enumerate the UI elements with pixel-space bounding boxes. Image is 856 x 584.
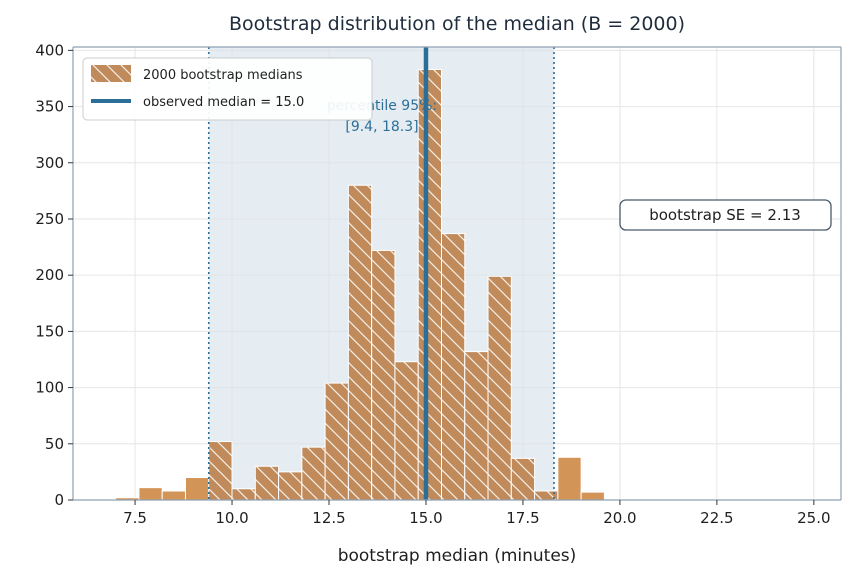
x-tick-label-6: 22.5 (700, 509, 733, 527)
histogram-bar-hatch-5 (232, 488, 256, 500)
chart-title: Bootstrap distribution of the median (B … (229, 13, 685, 35)
histogram-bar-hatch-17 (511, 458, 535, 500)
x-tick-label-1: 10.0 (215, 509, 248, 527)
histogram-bar-2 (161, 490, 186, 500)
histogram-bar-hatch-15 (464, 351, 489, 500)
legend-swatch-hatch (91, 65, 131, 82)
y-tick-label-3: 150 (35, 322, 64, 340)
x-axis-label: bootstrap median (minutes) (338, 546, 577, 566)
histogram-bar-hatch-10 (348, 185, 372, 500)
y-tick-label-2: 100 (35, 379, 64, 397)
x-tick-label-2: 12.5 (312, 509, 345, 527)
histogram-bar-hatch-6 (255, 466, 279, 500)
y-tick-label-0: 0 (54, 491, 64, 509)
histogram-bar-3 (184, 477, 210, 500)
legend-label-bars: 2000 bootstrap medians (143, 68, 303, 83)
y-tick-label-6: 300 (35, 154, 64, 172)
x-tick-label-0: 7.5 (123, 509, 147, 527)
x-tick-label-3: 15.0 (409, 509, 442, 527)
y-tick-label-7: 350 (35, 98, 64, 116)
histogram-bar-1 (138, 487, 163, 500)
legend-label-median: observed median = 15.0 (143, 95, 304, 110)
se-annotation-text: bootstrap SE = 2.13 (649, 206, 801, 224)
tick-labels: 7.5 10.0 12.5 15.0 17.5 20.0 22.5 25.0 0 50 100 150… (35, 41, 830, 527)
histogram-bar-20 (580, 491, 605, 500)
se-annotation: bootstrap SE = 2.13 (619, 199, 832, 231)
histogram-bar-hatch-4 (208, 441, 233, 500)
histogram-bar-hatch-13 (418, 69, 442, 500)
y-tick-label-1: 50 (45, 435, 64, 453)
histogram-bar-19 (557, 456, 582, 500)
y-tick-label-5: 250 (35, 210, 64, 228)
se-annotation-box (619, 199, 832, 231)
x-tick-label-4: 17.5 (506, 509, 539, 527)
x-tick-label-7: 25.0 (797, 509, 830, 527)
y-tick-label-8: 400 (35, 41, 64, 59)
histogram-bar-hatch-14 (441, 233, 465, 500)
histogram-bar-hatch-12 (394, 361, 419, 500)
legend-box (82, 57, 373, 121)
legend: 2000 bootstrap medians observed median =… (82, 57, 373, 121)
reference-lines (207, 47, 555, 500)
x-tick-label-5: 20.0 (603, 509, 636, 527)
histogram-bar-hatch-16 (488, 276, 512, 500)
histogram-bar-hatch-11 (371, 250, 395, 500)
bars (115, 68, 605, 500)
ci-annotation-line-2: [9.4, 18.3] (345, 119, 418, 135)
histogram-bar-hatch-7 (278, 471, 302, 500)
y-tick-label-4: 200 (35, 266, 64, 284)
histogram-bar-hatch-8 (301, 447, 326, 500)
axes (72, 46, 842, 501)
histogram-bar-hatch-9 (325, 383, 349, 500)
histogram-bar-hatch-18 (534, 491, 558, 500)
